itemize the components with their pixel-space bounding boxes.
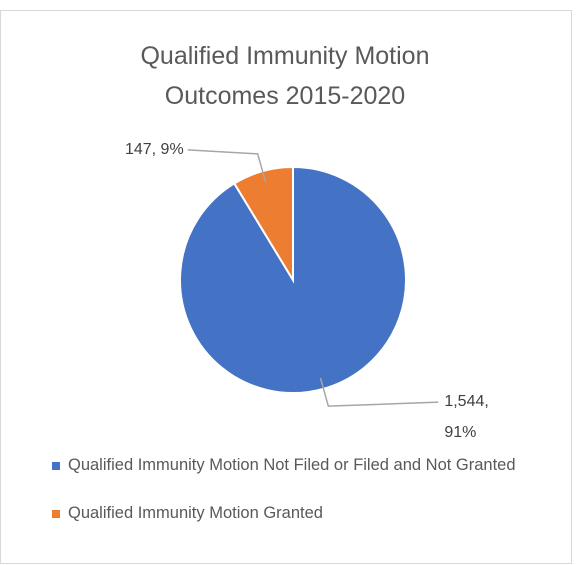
legend-swatch bbox=[52, 462, 60, 470]
legend-label: Qualified Immunity Motion Not Filed or F… bbox=[68, 456, 516, 474]
legend: Qualified Immunity Motion Not Filed or F… bbox=[52, 452, 552, 548]
legend-item: Qualified Immunity Motion Not Filed or F… bbox=[52, 452, 552, 479]
chart-frame bbox=[0, 10, 572, 564]
chart-title: Qualified Immunity Motion Outcomes 2015-… bbox=[140, 42, 430, 110]
leader-line bbox=[187, 149, 267, 183]
leader-line bbox=[319, 377, 439, 407]
data-label: 147, 9% bbox=[124, 140, 184, 158]
data-label: 1,544, 91% bbox=[444, 393, 489, 442]
legend-swatch bbox=[52, 510, 60, 518]
legend-item: Qualified Immunity Motion Granted bbox=[52, 500, 552, 527]
legend-label: Qualified Immunity Motion Granted bbox=[68, 504, 323, 522]
